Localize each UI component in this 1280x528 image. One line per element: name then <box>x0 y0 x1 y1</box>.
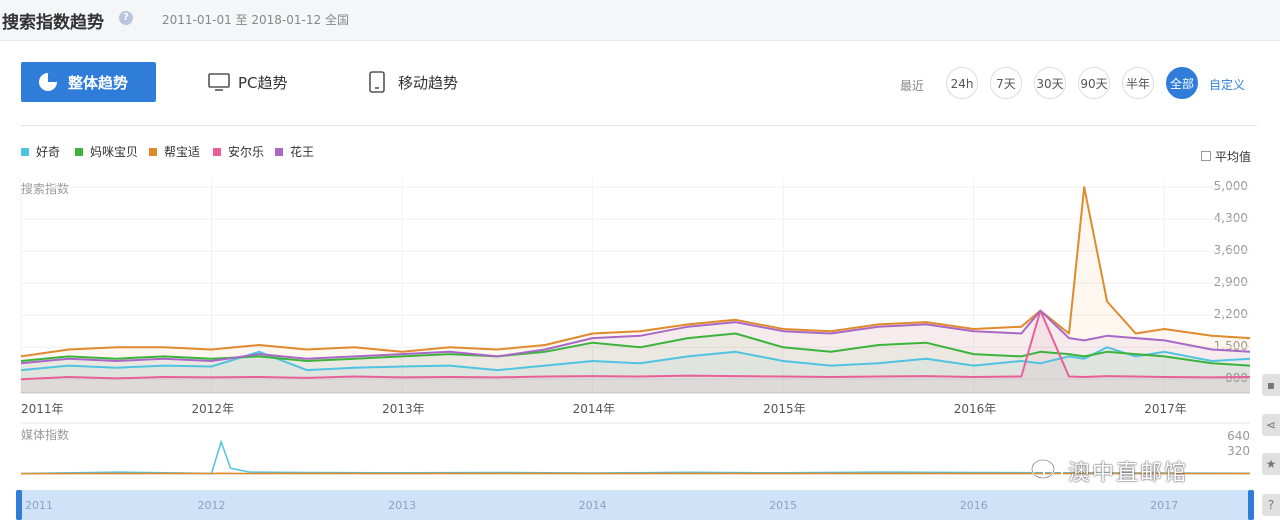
series-line <box>20 309 1251 381</box>
average-checkbox[interactable] <box>1201 151 1211 161</box>
legend-label: 花王 <box>290 145 315 159</box>
legend-item-kao[interactable]: 花王 <box>275 143 314 160</box>
x-tick-label: 2015年 <box>763 402 806 416</box>
x-tick-label: 2014年 <box>572 402 616 416</box>
y-tick-label: 2,900 <box>1213 275 1248 290</box>
y-tick-label: 3,600 <box>1213 243 1248 258</box>
range-7d-button[interactable]: 7天 <box>990 67 1022 99</box>
tab-label: PC趋势 <box>238 74 288 92</box>
navigator-tick-label: 2013 <box>388 499 417 512</box>
x-tick-label: 2017年 <box>1144 402 1187 416</box>
legend-item-haoqi[interactable]: 好奇 <box>21 143 60 160</box>
help-side-icon[interactable]: ? <box>1262 494 1280 516</box>
x-tick-label: 2013年 <box>382 402 425 416</box>
series-line <box>20 186 1251 358</box>
legend-item-pampers[interactable]: 帮宝适 <box>149 143 200 160</box>
legend-swatch <box>213 148 221 156</box>
help-icon[interactable]: ? <box>119 11 133 25</box>
custom-range-link[interactable]: 自定义 <box>1209 78 1246 92</box>
share-icon[interactable]: ⋖ <box>1262 414 1280 436</box>
navigator-right-handle[interactable] <box>1248 490 1254 520</box>
navigator-tick-label: 2011 <box>25 499 53 512</box>
y-tick-label: 4,300 <box>1213 211 1248 226</box>
pie-chart-icon <box>39 73 57 91</box>
legend-label: 安尔乐 <box>228 145 265 159</box>
navigator-tick-label: 2014 <box>578 499 607 512</box>
search-index-title: 搜索指数 <box>21 182 70 196</box>
watermark-text: 澳中直邮馆 <box>1068 461 1189 486</box>
mobile-icon <box>369 71 385 93</box>
x-tick-label: 2016年 <box>953 402 997 416</box>
wechat-icon <box>1031 459 1063 481</box>
legend-swatch <box>21 148 29 156</box>
page-title: 搜索指数趋势 <box>2 13 104 33</box>
series-line <box>20 309 1251 365</box>
range-30d-button[interactable]: 30天 <box>1034 67 1066 99</box>
legend-swatch <box>149 148 157 156</box>
range-24h-button[interactable]: 24h <box>946 67 978 99</box>
date-range: 2011-01-01 至 2018-01-12 <box>162 13 322 27</box>
comment-icon[interactable]: ▪ <box>1262 374 1280 396</box>
navigator-tick-label: 2012 <box>197 499 226 512</box>
legend-item-mamibaobei[interactable]: 妈咪宝贝 <box>75 143 138 160</box>
legend-label: 帮宝适 <box>164 145 201 159</box>
legend-label: 妈咪宝贝 <box>90 145 139 159</box>
tab-label: 移动趋势 <box>398 74 459 92</box>
tab-overall-trend[interactable]: 整体趋势 <box>21 62 156 102</box>
y-tick-label: 5,000 <box>1213 179 1248 194</box>
tab-mobile-trend[interactable]: 移动趋势 <box>368 62 488 102</box>
legend-item-anerle[interactable]: 安尔乐 <box>213 143 264 160</box>
series-area <box>21 187 1250 393</box>
range-all-button[interactable]: 全部 <box>1166 67 1198 99</box>
media-y-tick-label: 640 <box>1227 428 1250 443</box>
series-area <box>21 347 1250 393</box>
star-icon[interactable]: ★ <box>1262 453 1280 475</box>
range-half-year-button[interactable]: 半年 <box>1122 67 1154 99</box>
y-tick-label: 2,200 <box>1213 307 1248 322</box>
legend-swatch <box>75 148 83 156</box>
monitor-icon <box>208 73 230 91</box>
x-tick-label: 2012年 <box>191 402 235 416</box>
media-series-line <box>20 439 1251 475</box>
navigator-tick-label: 2017 <box>1150 499 1179 512</box>
legend-swatch <box>275 148 283 156</box>
navigator-range[interactable] <box>19 490 1251 520</box>
header-bar: 搜索指数趋势 ? 2011-01-01 至 2018-01-12 全国 <box>0 0 1280 41</box>
divider <box>21 125 1257 126</box>
tab-label: 整体趋势 <box>68 74 129 92</box>
media-y-tick-label: 320 <box>1227 444 1250 459</box>
media-index-title: 媒体指数 <box>21 428 70 442</box>
x-tick-label: 2011年 <box>21 402 64 416</box>
navigator-tick-label: 2015 <box>769 499 798 512</box>
tab-pc-trend[interactable]: PC趋势 <box>208 62 318 102</box>
range-label: 最近 <box>900 79 925 93</box>
navigator-left-handle[interactable] <box>16 490 22 520</box>
navigator-tick-label: 2016 <box>959 499 988 512</box>
y-tick-label: 800 <box>1225 371 1248 386</box>
region-label: 全国 <box>325 13 350 27</box>
series-line <box>20 332 1251 367</box>
legend-label: 好奇 <box>36 145 61 159</box>
average-label: 平均值 <box>1215 150 1252 164</box>
range-90d-button[interactable]: 90天 <box>1078 67 1110 99</box>
series-area <box>21 310 1250 393</box>
